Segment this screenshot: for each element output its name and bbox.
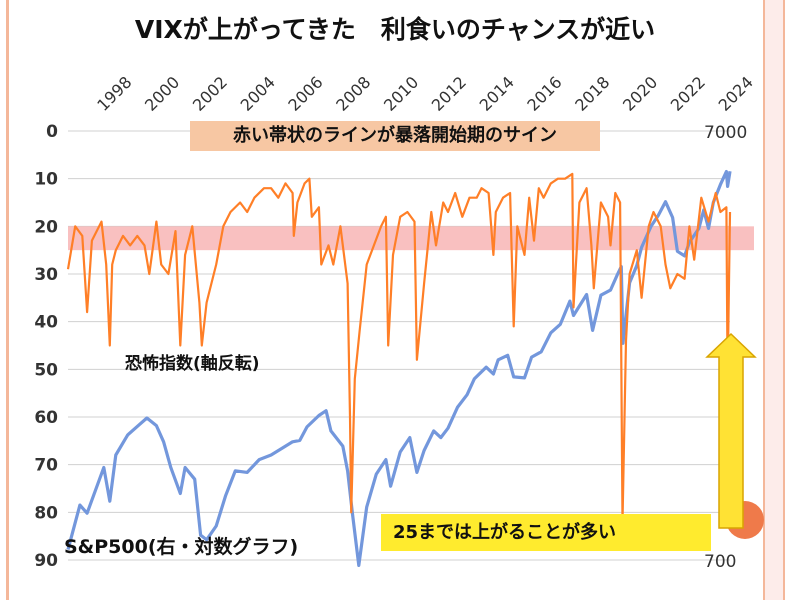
x-tick-label: 2024 — [715, 73, 757, 115]
x-tick-label: 2014 — [476, 73, 518, 115]
left-border-line — [6, 0, 9, 600]
chart-title: VIXが上がってきた 利食いのチャンスが近い — [134, 15, 656, 44]
x-tick-label: 2010 — [380, 73, 422, 115]
x-tick-label: 2020 — [619, 73, 661, 115]
left-tick-label: 20 — [34, 217, 58, 237]
sp500-series-label: S&P500(右・対数グラフ) — [64, 536, 299, 558]
x-tick-label: 2022 — [667, 73, 709, 115]
left-tick-label: 40 — [34, 313, 58, 333]
left-tick-label: 50 — [34, 360, 58, 380]
right-axis-tick-labels: 7000 700 — [704, 123, 747, 572]
vix-series-line — [66, 172, 732, 523]
x-tick-label: 2004 — [237, 73, 279, 115]
x-tick-label: 2012 — [428, 73, 470, 115]
right-border-band — [763, 0, 785, 600]
up-arrow-icon — [705, 332, 757, 529]
x-tick-label: 2018 — [571, 73, 613, 115]
left-tick-label: 70 — [34, 456, 58, 476]
right-tick-label: 700 — [704, 552, 736, 572]
left-tick-label: 10 — [34, 170, 58, 190]
left-tick-label: 60 — [34, 408, 58, 428]
gridlines — [68, 130, 730, 561]
x-tick-label: 2002 — [189, 73, 231, 115]
danger-band — [68, 226, 754, 251]
left-tick-label: 0 — [46, 122, 58, 142]
right-border-line-inner — [763, 0, 765, 600]
danger-band-note: 赤い帯状のラインが暴落開始期のサイン — [190, 121, 600, 151]
threshold-note: 25までは上がることが多い — [381, 514, 711, 551]
right-tick-label: 7000 — [704, 123, 747, 143]
x-tick-label: 2016 — [523, 73, 565, 115]
vix-series-label: 恐怖指数(軸反転) — [125, 354, 260, 374]
left-tick-label: 90 — [34, 551, 58, 571]
x-tick-label: 2000 — [141, 73, 183, 115]
right-border-line-outer — [783, 0, 785, 600]
x-tick-label: 2006 — [284, 73, 326, 115]
x-tick-labels: 1998 2000 2002 2004 2006 2008 2010 2012 2014 2016… — [93, 73, 757, 115]
left-tick-label: 80 — [34, 503, 58, 523]
x-tick-label: 1998 — [93, 73, 135, 115]
sp500-series-line — [66, 170, 732, 567]
left-axis-tick-labels: 0 10 20 30 40 50 60 70 80 90 — [34, 122, 58, 571]
left-tick-label: 30 — [34, 265, 58, 285]
x-tick-label: 2008 — [332, 73, 374, 115]
